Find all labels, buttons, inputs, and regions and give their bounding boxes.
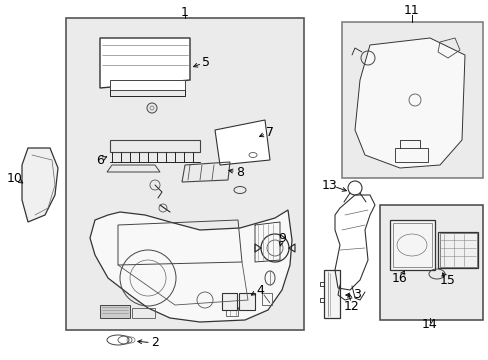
Bar	[379, 205, 482, 320]
Text: 12: 12	[344, 301, 359, 314]
Text: 13: 13	[322, 179, 337, 192]
Polygon shape	[90, 210, 291, 322]
Text: 6: 6	[96, 153, 104, 166]
Bar	[437, 232, 477, 268]
Bar	[341, 22, 482, 178]
Bar	[100, 305, 130, 318]
Bar	[394, 148, 427, 162]
Bar	[324, 270, 339, 318]
Text: 15: 15	[439, 274, 455, 287]
Bar	[132, 308, 155, 318]
Text: 11: 11	[403, 4, 419, 17]
Polygon shape	[110, 80, 184, 90]
Text: 2: 2	[151, 337, 159, 350]
Polygon shape	[354, 38, 464, 168]
Bar	[239, 293, 254, 310]
Text: 7: 7	[265, 126, 273, 139]
Text: 3: 3	[352, 288, 360, 302]
Polygon shape	[215, 120, 269, 165]
Text: 8: 8	[236, 166, 244, 179]
Text: 14: 14	[421, 319, 437, 332]
Bar	[110, 140, 200, 152]
Bar	[222, 293, 237, 310]
Text: 9: 9	[278, 231, 285, 244]
Text: 10: 10	[7, 171, 23, 185]
Bar	[225, 307, 238, 316]
Text: 5: 5	[202, 55, 209, 68]
Bar	[389, 220, 434, 270]
Polygon shape	[100, 38, 190, 88]
Polygon shape	[22, 148, 58, 222]
Bar	[66, 18, 304, 330]
Bar	[262, 293, 271, 305]
Bar	[439, 233, 476, 267]
Bar	[229, 307, 236, 316]
Text: 4: 4	[256, 284, 264, 297]
Text: 16: 16	[391, 271, 407, 284]
Bar	[392, 223, 431, 267]
Text: 1: 1	[181, 5, 188, 18]
